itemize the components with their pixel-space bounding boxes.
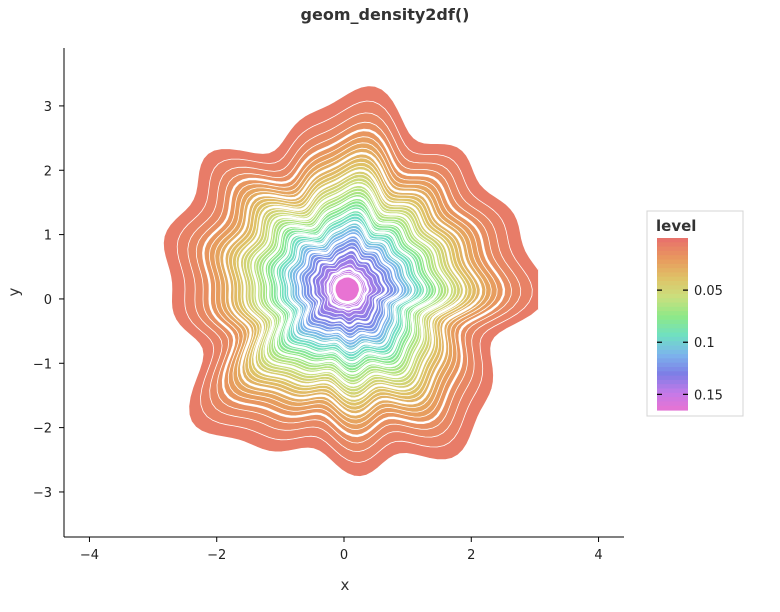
legend-color-step bbox=[657, 298, 688, 304]
legend-title: level bbox=[656, 217, 696, 235]
legend-color-step bbox=[657, 255, 688, 261]
legend-color-step bbox=[657, 315, 688, 321]
legend-color-step bbox=[657, 285, 688, 291]
legend-color-step bbox=[657, 336, 688, 342]
x-tick-label: 2 bbox=[467, 548, 475, 563]
legend-color-step bbox=[657, 341, 688, 347]
y-tick-label: 2 bbox=[44, 164, 52, 179]
legend-color-step bbox=[657, 302, 688, 308]
legend-color-step bbox=[657, 306, 688, 312]
legend-color-step bbox=[657, 263, 688, 269]
legend-color-step bbox=[657, 328, 688, 334]
legend-color-step bbox=[657, 238, 688, 243]
y-tick-label: 1 bbox=[44, 229, 52, 244]
legend-color-step bbox=[657, 246, 688, 252]
legend: level 0.05 0.1 0.15 bbox=[646, 210, 744, 417]
legend-color-step bbox=[657, 375, 688, 381]
legend-color-step bbox=[657, 276, 688, 282]
x-tick-label: −4 bbox=[80, 548, 99, 563]
legend-color-step bbox=[657, 362, 688, 368]
legend-break-label: 0.15 bbox=[694, 388, 723, 403]
legend-color-step bbox=[657, 345, 688, 351]
legend-color-step bbox=[657, 268, 688, 273]
y-tick-label: −3 bbox=[33, 486, 52, 501]
legend-color-step bbox=[657, 371, 688, 377]
contour-band bbox=[334, 276, 360, 302]
legend-color-step bbox=[657, 384, 688, 390]
legend-color-step bbox=[657, 397, 688, 402]
legend-color-step bbox=[657, 311, 688, 316]
legend-color-step bbox=[657, 272, 688, 278]
legend-color-step bbox=[657, 289, 688, 295]
legend-color-step bbox=[657, 332, 688, 338]
legend-color-step bbox=[657, 242, 688, 248]
legend-break-label: 0.05 bbox=[694, 284, 723, 299]
legend-color-step bbox=[657, 367, 688, 372]
x-axis-ticks: −4 −2 0 2 4 bbox=[80, 537, 603, 563]
legend-colorbar bbox=[657, 238, 688, 411]
legend-breaks: 0.05 0.1 0.15 bbox=[657, 284, 723, 403]
density-contours bbox=[161, 83, 539, 479]
y-axis-ticks: −3 −2 −1 0 1 2 3 bbox=[33, 100, 64, 501]
y-tick-label: 0 bbox=[44, 293, 52, 308]
legend-color-step bbox=[657, 358, 688, 364]
legend-color-step bbox=[657, 392, 688, 398]
legend-color-step bbox=[657, 405, 688, 411]
y-axis-title: y bbox=[5, 287, 23, 296]
legend-break-label: 0.1 bbox=[694, 336, 715, 351]
x-tick-label: 4 bbox=[594, 548, 602, 563]
legend-color-step bbox=[657, 349, 688, 355]
legend-color-step bbox=[657, 401, 688, 407]
legend-color-step bbox=[657, 281, 688, 286]
legend-color-step bbox=[657, 324, 688, 329]
y-tick-label: −2 bbox=[33, 422, 52, 437]
y-tick-label: −1 bbox=[33, 357, 52, 372]
legend-color-step bbox=[657, 379, 688, 385]
x-tick-label: −2 bbox=[207, 548, 226, 563]
legend-color-step bbox=[657, 259, 688, 265]
y-tick-label: 3 bbox=[44, 100, 52, 115]
x-axis-title: x bbox=[341, 576, 350, 594]
legend-color-step bbox=[657, 388, 688, 394]
x-tick-label: 0 bbox=[340, 548, 348, 563]
legend-color-step bbox=[657, 293, 688, 299]
chart-title: geom_density2df() bbox=[301, 5, 470, 24]
legend-color-step bbox=[657, 319, 688, 325]
legend-color-step bbox=[657, 250, 688, 256]
legend-color-step bbox=[657, 354, 688, 359]
